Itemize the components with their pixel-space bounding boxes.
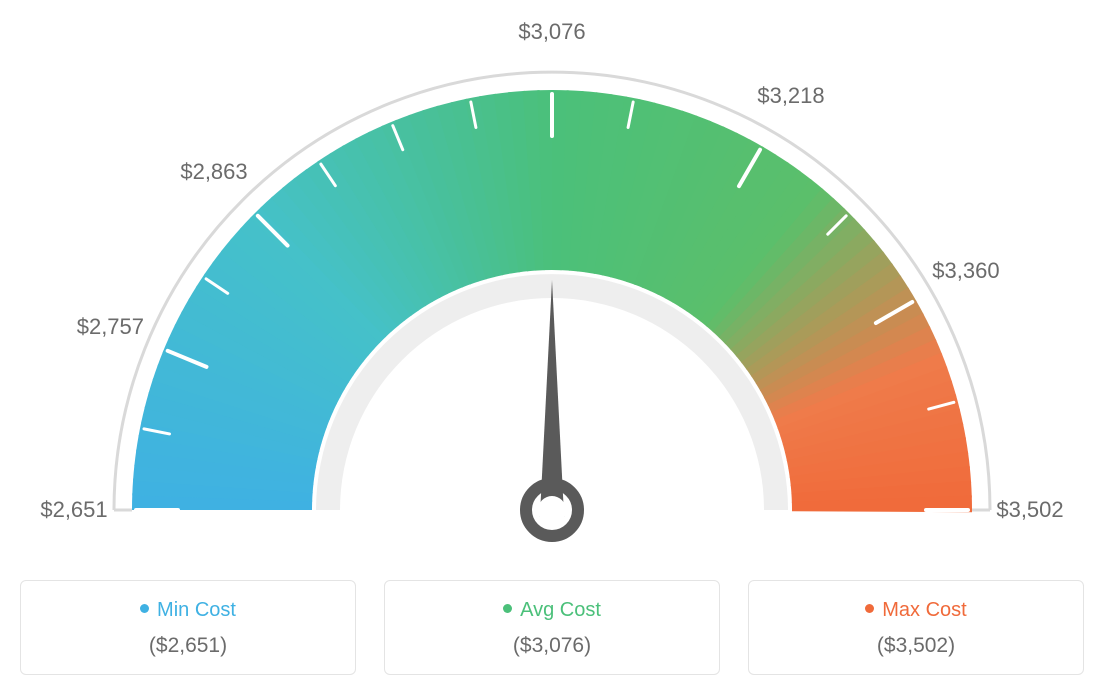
- legend-card-max: Max Cost ($3,502): [748, 580, 1084, 675]
- legend-value-max: ($3,502): [759, 634, 1073, 658]
- gauge-tick-label: $2,651: [40, 497, 107, 523]
- legend-value-min: ($2,651): [31, 634, 345, 658]
- legend-title-avg-text: Avg Cost: [520, 599, 601, 621]
- legend-card-avg: Avg Cost ($3,076): [384, 580, 720, 675]
- dot-icon: [503, 604, 512, 613]
- legend-row: Min Cost ($2,651) Avg Cost ($3,076) Max …: [20, 580, 1084, 675]
- dot-icon: [865, 604, 874, 613]
- legend-title-min: Min Cost: [31, 599, 345, 622]
- gauge-tick-label: $2,863: [180, 159, 247, 185]
- gauge-svg: [20, 20, 1084, 560]
- gauge-tick-label: $3,360: [932, 258, 999, 284]
- gauge-tick-label: $2,757: [77, 314, 144, 340]
- legend-title-max: Max Cost: [759, 599, 1073, 622]
- gauge-tick-label: $3,502: [996, 497, 1063, 523]
- dot-icon: [140, 604, 149, 613]
- gauge-chart: $2,651 $2,757 $2,863 $3,076 $3,218 $3,360 $3,5…: [20, 20, 1084, 560]
- legend-title-max-text: Max Cost: [882, 599, 966, 621]
- gauge-tick-label: $3,218: [757, 83, 824, 109]
- legend-card-min: Min Cost ($2,651): [20, 580, 356, 675]
- legend-title-min-text: Min Cost: [157, 599, 236, 621]
- legend-title-avg: Avg Cost: [395, 599, 709, 622]
- gauge-tick-label: $3,076: [518, 19, 585, 45]
- legend-value-avg: ($3,076): [395, 634, 709, 658]
